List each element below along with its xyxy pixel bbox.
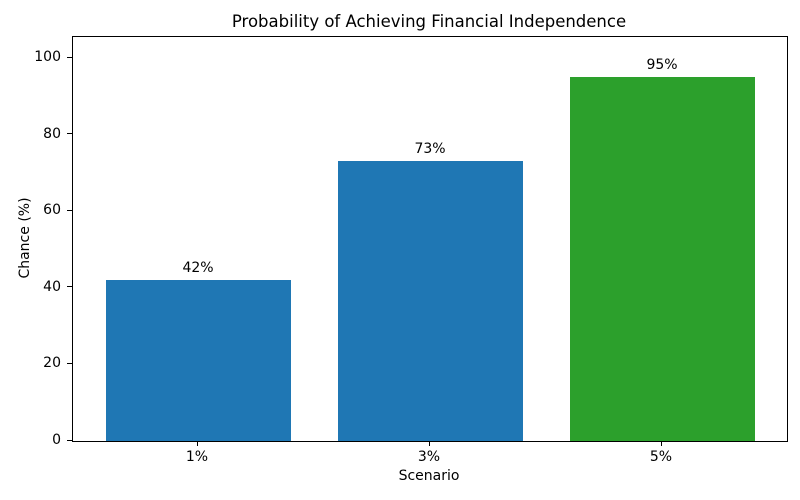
x-tick-label: 3%: [417, 449, 441, 465]
bar-value-label: 73%: [414, 141, 446, 158]
x-tick-mark: [660, 441, 662, 446]
bar-5%: [569, 77, 755, 441]
x-tick-label: 1%: [185, 449, 209, 465]
bar-value-label: 95%: [646, 57, 678, 74]
bar-value-label: 42%: [182, 260, 214, 277]
y-tick-mark: [67, 286, 72, 288]
y-tick-label: 60: [43, 202, 61, 219]
x-tick-mark: [428, 441, 430, 446]
x-axis-label: Scenario: [398, 468, 460, 484]
bar-3%: [337, 161, 523, 441]
chart-title: Probability of Achieving Financial Indep…: [231, 12, 627, 31]
y-tick-mark: [67, 209, 72, 211]
y-tick-mark: [67, 362, 72, 364]
y-tick-mark: [67, 439, 72, 441]
y-tick-mark: [67, 133, 72, 135]
y-tick-label: 100: [34, 49, 61, 66]
y-tick-label: 80: [43, 125, 61, 142]
y-tick-label: 40: [43, 278, 61, 295]
y-tick-label: 0: [52, 432, 61, 448]
x-tick-label: 5%: [649, 449, 673, 465]
y-tick-label: 20: [43, 355, 61, 372]
bar-1%: [105, 280, 291, 441]
x-tick-mark: [196, 441, 198, 446]
plot-area: 42% 73% 95%: [72, 36, 788, 442]
y-tick-mark: [67, 56, 72, 58]
